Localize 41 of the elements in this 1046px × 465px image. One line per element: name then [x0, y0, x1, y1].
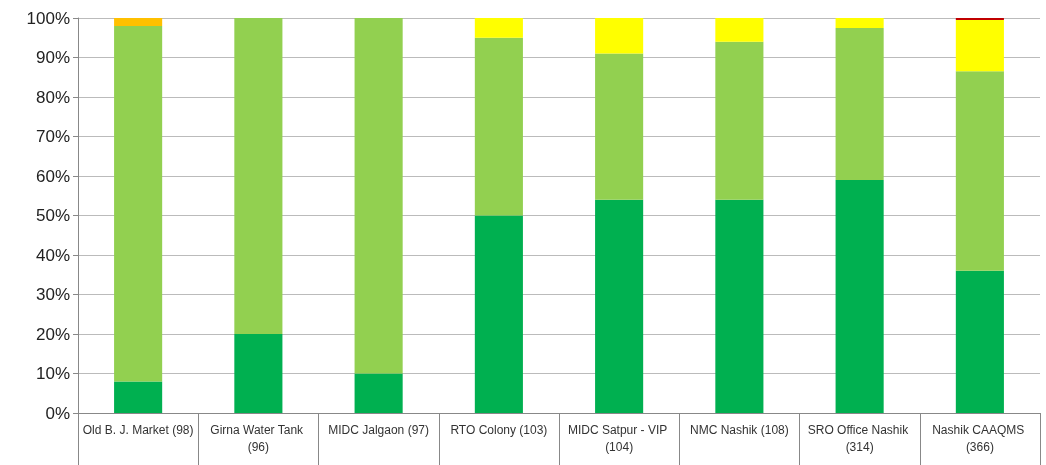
bar	[354, 18, 403, 374]
y-tick-label: 60%	[35, 166, 70, 186]
bar	[114, 381, 163, 413]
bar	[835, 18, 884, 28]
x-tick-label: Old B. J. Market (98)	[82, 422, 194, 437]
y-tick-label: 100%	[26, 8, 70, 28]
y-tick-label: 30%	[35, 285, 70, 304]
x-tick-label: Nashik CAAQMS (366)	[932, 422, 1028, 454]
bar	[234, 18, 283, 334]
bar	[354, 373, 403, 413]
bar	[595, 199, 644, 413]
y-tick-label: 20%	[35, 324, 70, 344]
y-tick-label: 90%	[35, 48, 70, 67]
x-tick-label: NMC Nashik (108)	[690, 422, 789, 437]
bar	[955, 19, 1004, 72]
bar	[474, 37, 523, 216]
bar	[595, 18, 644, 54]
bar	[955, 270, 1004, 413]
bar	[715, 199, 764, 413]
x-tick-label: MIDC Jalgaon (97)	[328, 422, 429, 437]
y-tick-label: 70%	[35, 127, 70, 146]
bar	[715, 18, 764, 42]
x-tick-label: MIDC Satpur - VIP (104)	[567, 422, 671, 454]
y-tick-label: 10%	[35, 364, 70, 383]
bar	[955, 71, 1004, 271]
bar	[114, 18, 163, 26]
bar	[595, 53, 644, 200]
y-tick-label: 80%	[35, 87, 70, 107]
bar	[835, 179, 884, 413]
x-tick-label: RTO Colony (103)	[450, 422, 548, 437]
y-tick-label: 50%	[35, 206, 70, 225]
bar	[114, 25, 163, 382]
bar	[474, 18, 523, 38]
bar	[715, 41, 764, 200]
y-tick-label: 0%	[45, 403, 70, 423]
x-tick-label: SRO Office Nashik (314)	[807, 422, 912, 454]
y-tick-label: 40%	[35, 245, 70, 265]
bar	[234, 334, 283, 413]
bar	[835, 27, 884, 180]
x-tick-label: Girna Water Tank (96)	[210, 422, 307, 454]
bar	[474, 215, 523, 413]
